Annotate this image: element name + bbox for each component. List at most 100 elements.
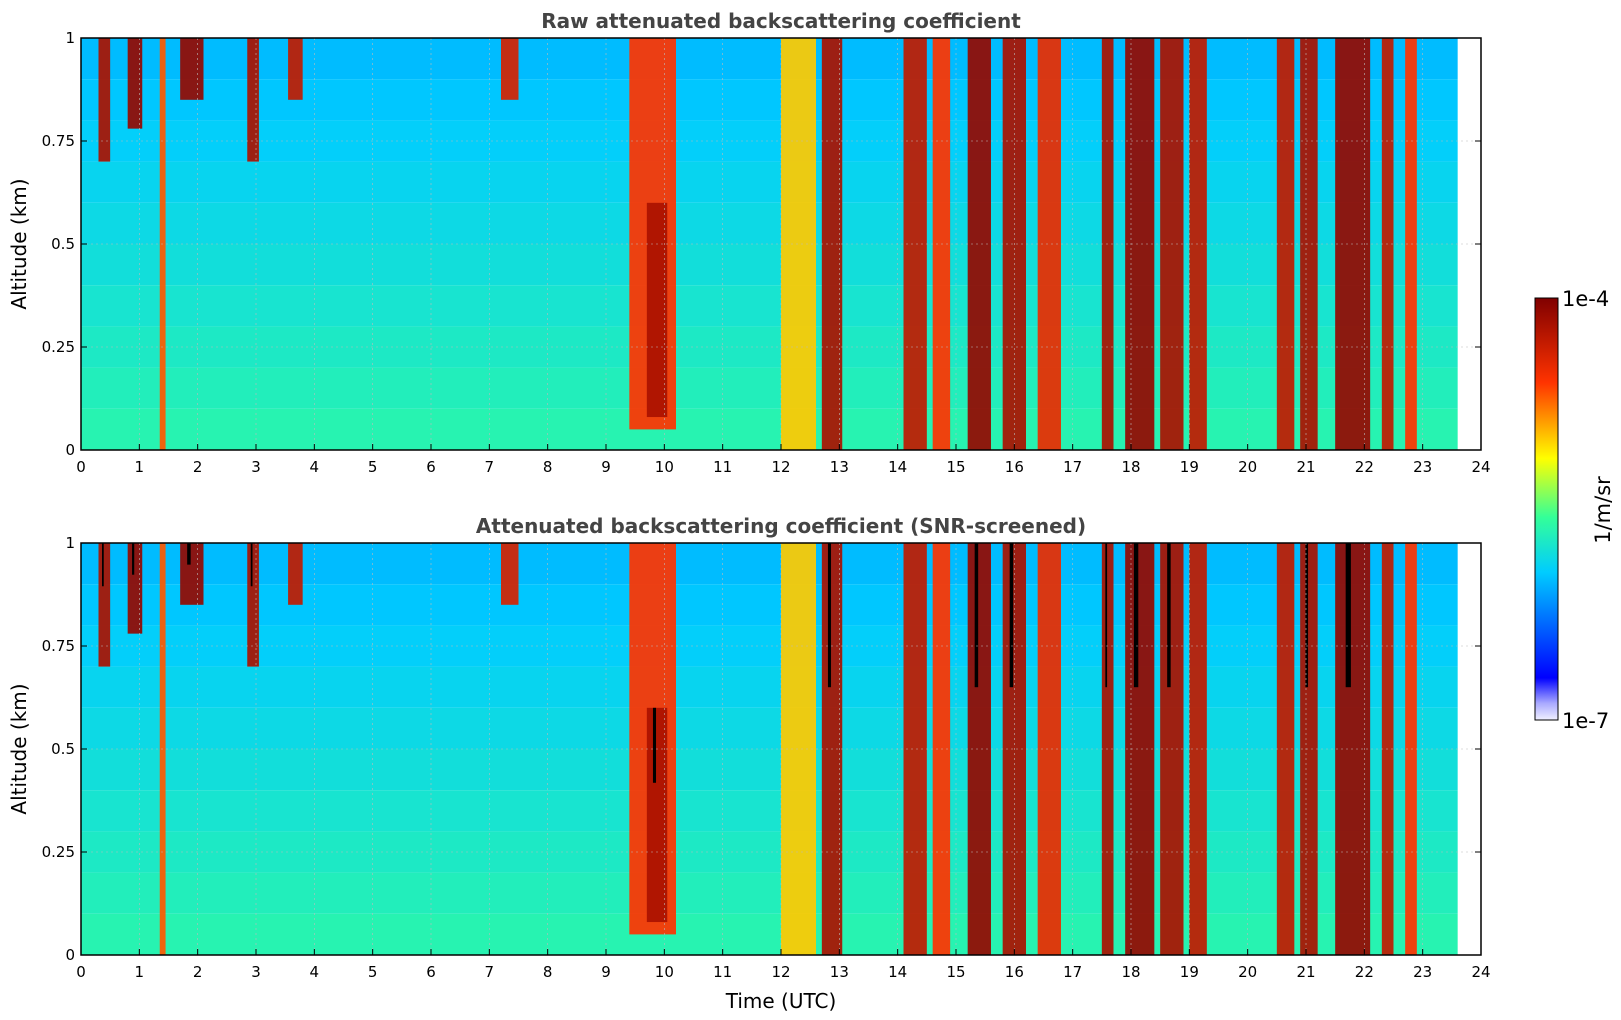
background-band xyxy=(81,831,1458,873)
y-axis-label-raw: Altitude (km) xyxy=(7,178,31,309)
x-tick-label: 3 xyxy=(251,963,261,981)
x-tick-label: 23 xyxy=(1413,963,1432,981)
backscatter-layer xyxy=(127,38,143,129)
backscatter-layer xyxy=(501,543,519,605)
saturated-screened-marker xyxy=(1009,543,1014,688)
x-tick-label: 11 xyxy=(713,458,732,476)
x-tick-label: 10 xyxy=(655,458,674,476)
backscatter-layer xyxy=(1125,38,1155,450)
x-tick-label: 11 xyxy=(713,963,732,981)
backscatter-layer xyxy=(180,543,204,605)
x-tick-label: 17 xyxy=(1063,458,1082,476)
background-band xyxy=(81,625,1458,667)
background-band xyxy=(81,326,1458,368)
backscatter-layer xyxy=(967,543,991,955)
x-tick-label: 16 xyxy=(1005,458,1024,476)
saturated-screened-marker xyxy=(1105,543,1108,688)
x-tick-label: 23 xyxy=(1413,458,1432,476)
y-tick-label: 0.25 xyxy=(42,843,75,861)
x-tick-label: 8 xyxy=(543,963,553,981)
backscatter-layer xyxy=(967,38,991,450)
saturated-screened-marker xyxy=(827,543,832,688)
background-band xyxy=(81,584,1458,626)
x-tick-label: 9 xyxy=(601,458,611,476)
saturated-screened-marker xyxy=(102,543,104,587)
background-band xyxy=(81,367,1458,409)
saturated-screened-marker xyxy=(1167,543,1171,688)
backscatter-layer xyxy=(1300,38,1318,450)
x-tick-label: 15 xyxy=(946,963,965,981)
background-band xyxy=(81,79,1458,121)
background-band xyxy=(81,543,1458,585)
backscatter-layer xyxy=(1300,543,1318,955)
x-tick-label: 4 xyxy=(310,458,320,476)
colorbar-gradient xyxy=(1534,297,1559,721)
y-tick-label: 0.25 xyxy=(42,338,75,356)
background-band xyxy=(81,707,1458,749)
backscatter-layer xyxy=(501,38,519,100)
saturated-screened-marker xyxy=(974,543,979,688)
saturated-screened-marker xyxy=(132,543,135,575)
backscatter-layer xyxy=(646,202,668,418)
background-band xyxy=(81,244,1458,286)
background-band xyxy=(81,285,1458,327)
colorbar-max-label: 1e-4 xyxy=(1562,287,1609,311)
x-tick-label: 10 xyxy=(655,963,674,981)
x-tick-label: 14 xyxy=(888,963,907,981)
saturated-screened-marker xyxy=(1305,543,1309,688)
x-tick-label: 0 xyxy=(76,963,86,981)
backscatter-layer xyxy=(646,707,668,923)
x-tick-label: 13 xyxy=(830,458,849,476)
x-tick-label: 20 xyxy=(1238,963,1257,981)
x-tick-label: 2 xyxy=(193,963,203,981)
x-tick-label: 4 xyxy=(310,963,320,981)
x-tick-label: 24 xyxy=(1471,963,1490,981)
x-tick-label: 22 xyxy=(1355,963,1374,981)
y-ticks-screened: 0 0.25 0.5 0.75 1 xyxy=(42,534,1481,964)
backscatter-layer xyxy=(98,543,111,667)
background-band xyxy=(81,872,1458,914)
backscatter-layer xyxy=(1037,543,1061,955)
x-tick-label: 5 xyxy=(368,963,378,981)
backscatter-layer xyxy=(288,38,303,100)
x-axis-label: Time (UTC) xyxy=(725,989,837,1013)
x-tick-label: 24 xyxy=(1471,458,1490,476)
heatmap-raw xyxy=(81,38,1458,450)
saturated-screened-marker xyxy=(1133,543,1139,688)
x-tick-label: 9 xyxy=(601,963,611,981)
x-tick-label: 22 xyxy=(1355,458,1374,476)
background-band xyxy=(81,913,1458,955)
panel-raw: Raw attenuated backscattering coefficien… xyxy=(7,9,1491,476)
x-tick-label: 1 xyxy=(135,963,145,981)
panel-title-screened: Attenuated backscattering coefficient (S… xyxy=(476,514,1086,538)
x-tick-label: 12 xyxy=(771,963,790,981)
backscatter-layer xyxy=(1037,38,1061,450)
backscatter-layer xyxy=(180,38,204,100)
x-tick-label: 18 xyxy=(1121,458,1140,476)
backscatter-layer xyxy=(98,38,111,162)
heatmap-screened xyxy=(81,543,1458,955)
x-tick-label: 18 xyxy=(1121,963,1140,981)
x-tick-label: 7 xyxy=(485,458,495,476)
saturated-screened-marker xyxy=(1345,543,1351,688)
background-band xyxy=(81,666,1458,708)
x-tick-label: 14 xyxy=(888,458,907,476)
y-tick-label: 1 xyxy=(65,534,75,552)
x-ticks-raw: 0 1 2 3 4 5 6 7 8 9 10 11 12 13 14 15 16 17 18 19 20 21 22 23 24 xyxy=(76,444,1491,476)
background-band xyxy=(81,749,1458,791)
saturated-screened-marker xyxy=(187,543,191,565)
x-tick-label: 12 xyxy=(771,458,790,476)
x-tick-label: 19 xyxy=(1180,458,1199,476)
background-band xyxy=(81,38,1458,80)
y-tick-label: 1 xyxy=(65,29,75,47)
x-tick-label: 2 xyxy=(193,458,203,476)
backscatter-layer xyxy=(247,38,259,162)
backscatter-layer xyxy=(288,543,303,605)
background-band xyxy=(81,790,1458,832)
y-tick-label: 0.75 xyxy=(42,132,75,150)
x-tick-label: 17 xyxy=(1063,963,1082,981)
x-tick-label: 13 xyxy=(830,963,849,981)
background-band xyxy=(81,120,1458,162)
x-tick-label: 20 xyxy=(1238,458,1257,476)
x-tick-label: 3 xyxy=(251,458,261,476)
